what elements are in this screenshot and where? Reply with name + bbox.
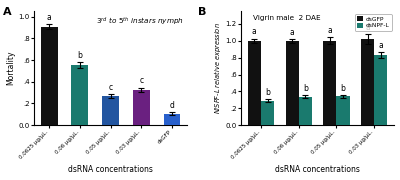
X-axis label: dsRNA concentrations: dsRNA concentrations [68,165,153,174]
Text: a: a [328,26,332,35]
Text: a: a [252,28,257,37]
Y-axis label: $NlSPF$-$L$ relative expression: $NlSPF$-$L$ relative expression [212,22,222,114]
Text: c: c [139,76,143,85]
Bar [336,96,350,125]
Text: c: c [108,83,113,92]
Bar [164,114,180,125]
Bar [374,55,388,125]
Y-axis label: Mortality: Mortality [6,51,16,86]
Text: $3^{rd}$ to $5^{th}$ instars nymph: $3^{rd}$ to $5^{th}$ instars nymph [96,15,184,26]
Bar [361,39,374,125]
Text: Vigrin male  2 DAE: Vigrin male 2 DAE [253,15,321,21]
Text: b: b [303,84,308,93]
Text: a: a [290,28,294,37]
Text: b: b [341,84,346,93]
Bar [41,27,58,125]
X-axis label: dsRNA concentrations: dsRNA concentrations [275,165,360,174]
Text: a: a [47,13,52,22]
Bar [261,101,274,125]
Text: a: a [365,23,370,32]
Bar [299,97,312,125]
Text: d: d [170,101,174,110]
Text: b: b [265,88,270,97]
Text: A: A [3,6,12,17]
Text: b: b [78,51,82,60]
Bar [248,41,261,125]
Bar [102,96,119,125]
Bar [133,90,150,125]
Text: a: a [378,41,383,50]
Bar [286,41,299,125]
Bar [72,65,88,125]
Bar [323,41,336,125]
Legend: dsGFP, dsNPF-L: dsGFP, dsNPF-L [355,14,392,31]
Text: B: B [198,6,206,17]
